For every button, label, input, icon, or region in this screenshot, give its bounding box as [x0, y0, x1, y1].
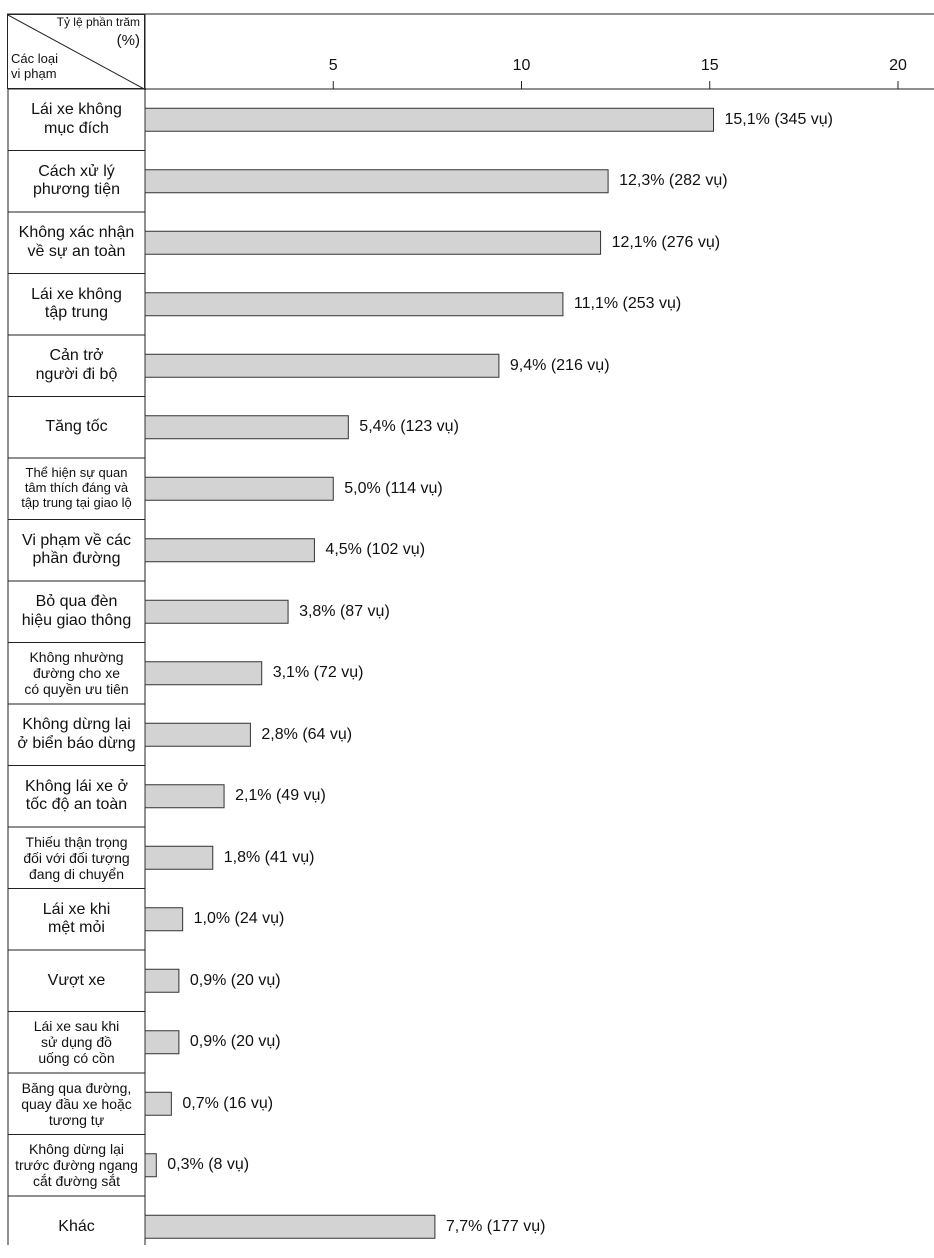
data-label: 0,9% (20 vụ)	[189, 971, 281, 989]
data-label: 0,3% (8 vụ)	[167, 1156, 250, 1174]
x-tick-label: 20	[889, 57, 907, 74]
bar	[144, 784, 225, 809]
category-label: Lái xe khi mệt mỏi	[42, 900, 111, 937]
data-label: 9,4% (216 vụ)	[509, 356, 610, 374]
data-label: 7,7% (177 vụ)	[445, 1217, 546, 1235]
category-label: Cách xử lý phương tiện	[32, 162, 121, 199]
category-label: Không dừng lại trước đường ngang cắt đườ…	[15, 1141, 138, 1190]
x-axis-title: Tỷ lệ phần trăm	[56, 15, 140, 29]
bar	[144, 722, 251, 747]
category-label: Tăng tốc	[45, 418, 108, 436]
header-cell: Tỷ lệ phần trăm (%) Các loại vi phạm	[7, 14, 146, 90]
data-label: 3,1% (72 vụ)	[272, 664, 364, 682]
category-label: Lái xe không mục đích	[31, 101, 122, 137]
bar	[144, 968, 180, 993]
category-label: Không lái xe ở tốc độ an toàn	[25, 777, 128, 814]
data-label: 0,7% (16 vụ)	[182, 1094, 274, 1112]
bar	[144, 599, 289, 624]
category-label: Bỏ qua đèn hiệu giao thông	[21, 593, 132, 629]
x-tick-label: 15	[700, 57, 719, 74]
bar	[144, 661, 263, 686]
bar	[144, 107, 715, 132]
category-label: Không dừng lại ở biển báo dừng	[17, 716, 136, 752]
data-label: 3,8% (87 vụ)	[299, 602, 390, 620]
data-label: 2,8% (64 vụ)	[261, 725, 353, 743]
bar	[144, 353, 500, 378]
data-label: 12,3% (282 vụ)	[619, 172, 728, 190]
category-label: Khác	[58, 1217, 95, 1235]
category-label: Không xác nhận về sự an toàn	[18, 224, 135, 260]
bar	[144, 415, 349, 440]
bar	[144, 1153, 157, 1178]
category-label: Thể hiện sự quan tâm thích đáng và tập t…	[21, 465, 132, 511]
category-label: Lái xe sau khi sử dụng đồ uống có cồn	[33, 1018, 120, 1067]
category-label: Vi phạm về các phần đường	[21, 531, 132, 568]
bar	[144, 845, 214, 870]
data-label: 0,9% (20 vụ)	[189, 1033, 281, 1051]
data-label: 15,1% (345 vụ)	[724, 110, 834, 128]
bar	[144, 1030, 180, 1055]
header-diagonal	[8, 15, 146, 90]
bar	[144, 292, 564, 317]
category-label: Thiếu thận trọng đối với đối tượng đang …	[23, 833, 130, 882]
bar	[144, 1214, 436, 1239]
category-label: Lái xe không tập trung	[31, 285, 122, 322]
bar	[144, 1091, 172, 1116]
bar	[144, 230, 602, 255]
data-label: 12,1% (276 vụ)	[611, 233, 721, 251]
category-label: Cản trở người đi bộ	[35, 347, 118, 383]
category-axis-title: Các loại vi phạm	[11, 51, 58, 81]
category-label: Vượt xe	[47, 971, 106, 989]
bar	[144, 476, 334, 501]
category-label: Băng qua đường, quay đầu xe hoặc tương t…	[21, 1079, 132, 1128]
x-tick-label: 5	[328, 57, 338, 74]
x-tick-label: 10	[512, 57, 531, 74]
bar	[144, 907, 184, 932]
data-label: 5,0% (114 vụ)	[344, 479, 443, 497]
data-label: 11,1% (253 vụ)	[573, 295, 682, 313]
data-label: 5,4% (123 vụ)	[359, 418, 459, 436]
bar	[144, 169, 609, 194]
category-label: Không nhường đường cho xe có quyền ưu ti…	[24, 649, 129, 698]
data-label: 1,8% (41 vụ)	[223, 848, 315, 866]
bar	[144, 538, 315, 563]
x-axis-unit: (%)	[116, 32, 140, 49]
data-label: 2,1% (49 vụ)	[235, 787, 326, 805]
data-label: 1,0% (24 vụ)	[193, 910, 285, 928]
data-label: 4,5% (102 vụ)	[325, 541, 426, 559]
